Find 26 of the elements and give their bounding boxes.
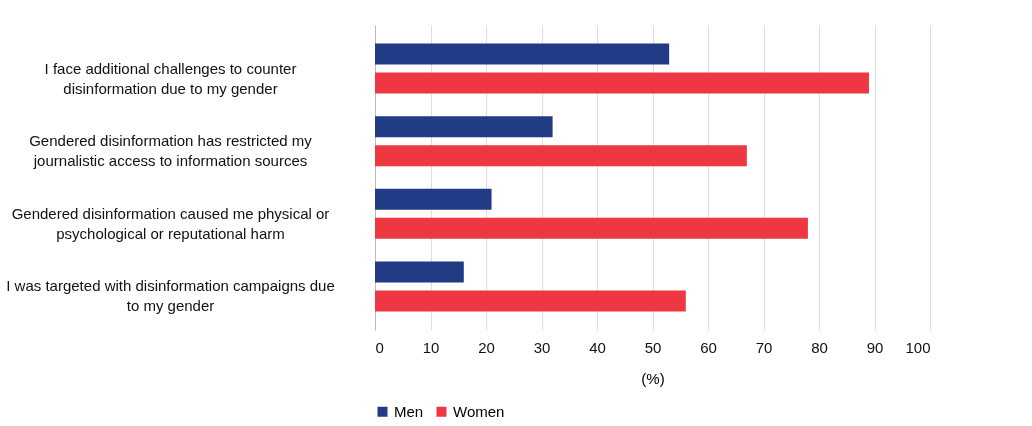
x-tick-label: 60 — [700, 338, 717, 356]
y-tick-label: I face additional challenges to counter disinformation due to my gender — [44, 59, 297, 97]
bar — [375, 72, 869, 94]
x-tick-label: 30 — [533, 338, 551, 356]
x-tick-label: 40 — [589, 338, 606, 356]
legend-label: Men — [394, 402, 424, 420]
x-tick-label: 50 — [644, 338, 662, 356]
y-tick-label: I was targeted with disinformation campaigns due to my gender — [6, 277, 335, 315]
bar — [375, 43, 670, 65]
bar — [375, 145, 747, 167]
x-tick-label: 70 — [755, 338, 773, 356]
x-tick-label: 80 — [811, 338, 828, 356]
x-tick-label: 100 — [905, 338, 931, 356]
bar — [375, 188, 492, 210]
x-tick-label: 90 — [866, 338, 884, 356]
x-axis-title: (%) — [641, 369, 665, 387]
legend-label: Women — [453, 402, 505, 420]
bar — [375, 290, 686, 312]
y-tick-label: Gendered disinformation has restricted my journalistic access to information sources — [29, 132, 313, 170]
bar — [375, 261, 464, 283]
x-tick-label: 0 — [375, 338, 384, 356]
bar — [375, 217, 808, 239]
y-tick-label: Gendered disinformation caused me physical or psychological or reputational harm — [11, 204, 330, 242]
bar — [375, 116, 553, 138]
x-tick-label: 20 — [478, 338, 495, 356]
x-tick-label: 10 — [422, 338, 440, 356]
